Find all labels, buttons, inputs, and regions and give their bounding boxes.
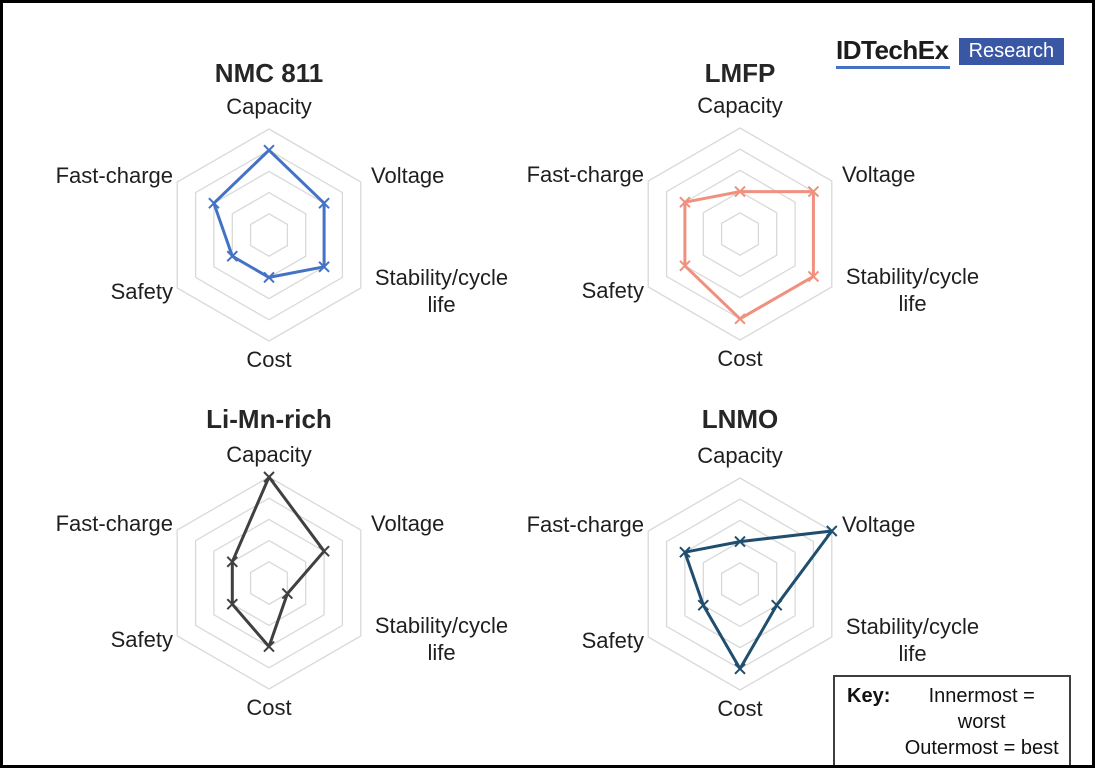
marker-lmfp-stability-cycle-life (807, 270, 820, 283)
marker-li-mn-rich-cost (263, 640, 275, 653)
marker-lnmo-safety (697, 599, 709, 611)
marker-lmfp-cost (734, 313, 746, 325)
marker-lmfp-safety (679, 260, 691, 272)
radar-series-li-mn-rich (230, 475, 326, 649)
axis-label-safety: Safety (581, 278, 644, 303)
research-badge: Research (958, 38, 1065, 65)
marker-nmc-811-stability-cycle-life (318, 261, 330, 273)
marker-li-mn-rich-stability-cycle-life (281, 587, 294, 600)
grid-ring-3 (684, 169, 796, 299)
axis-label-fast-charge: Fast-charge (526, 512, 644, 537)
axis-label-cost: Cost (717, 696, 763, 721)
axis-label-stability-cycle-life: Stability/cycle life (845, 264, 980, 316)
marker-lnmo-fast-charge (679, 546, 691, 558)
axis-label-fast-charge: Fast-charge (55, 511, 173, 536)
axis-label-cost: Cost (246, 695, 292, 720)
grid-ring-1 (720, 562, 760, 606)
axis-label-voltage: Voltage (371, 163, 445, 188)
radar-chart-lmfp (647, 127, 833, 341)
axis-label-stability-cycle-life: Stability/cycle life (374, 265, 509, 317)
chart-title-lmfp: LMFP (704, 58, 776, 88)
key-line-outermost: Outermost = best (904, 737, 1059, 759)
grid-ring-2 (702, 190, 778, 278)
grid-ring-2 (702, 540, 778, 628)
grid-ring-4 (194, 497, 344, 669)
axis-label-voltage: Voltage (371, 511, 445, 536)
marker-lmfp-voltage (807, 185, 820, 198)
key-line-innermost: Innermost = worst (928, 685, 1035, 733)
marker-nmc-811-cost (263, 271, 275, 284)
grid-ring-5 (647, 127, 833, 341)
idtechex-logo: IDTechEx Research (836, 36, 1065, 69)
marker-lmfp-fast-charge (679, 196, 691, 208)
marker-lnmo-voltage (826, 525, 838, 537)
grid-ring-3 (684, 519, 796, 649)
grid-ring-1 (720, 212, 760, 256)
radar-chart-nmc-811 (176, 128, 362, 342)
marker-lnmo-stability-cycle-life (771, 599, 783, 611)
axis-label-capacity: Capacity (226, 94, 312, 119)
axis-label-voltage: Voltage (842, 512, 916, 537)
marker-nmc-811-safety (226, 250, 238, 262)
marker-nmc-811-capacity (263, 144, 275, 156)
grid-ring-5 (176, 476, 362, 690)
marker-li-mn-rich-fast-charge (226, 556, 238, 568)
axis-label-fast-charge: Fast-charge (526, 162, 644, 187)
axis-label-safety: Safety (110, 627, 173, 652)
grid-ring-3 (213, 518, 325, 648)
marker-li-mn-rich-safety (226, 598, 238, 610)
chart-title-li-mn-rich: Li-Mn-rich (206, 404, 332, 434)
key-box-title: Key: (847, 685, 891, 707)
marker-lmfp-capacity (734, 185, 746, 198)
key-box: Key: Innermost = worst Outermost = best (833, 675, 1071, 765)
chart-title-lnmo: LNMO (701, 404, 779, 434)
axis-label-capacity: Capacity (226, 442, 312, 467)
axis-label-cost: Cost (246, 347, 292, 372)
grid-ring-5 (176, 128, 362, 342)
axis-label-cost: Cost (717, 346, 763, 371)
marker-nmc-811-voltage (318, 197, 330, 209)
axis-label-voltage: Voltage (842, 162, 916, 187)
marker-lnmo-capacity (734, 535, 746, 548)
axis-label-capacity: Capacity (697, 93, 783, 118)
marker-nmc-811-fast-charge (208, 197, 220, 209)
radar-chart-li-mn-rich (176, 471, 362, 690)
axis-label-stability-cycle-life: Stability/cycle life (374, 613, 509, 665)
axis-label-stability-cycle-life: Stability/cycle life (845, 614, 980, 666)
key-box-lines: Innermost = worst Outermost = best (902, 683, 1061, 761)
idtechex-wordmark: IDTechEx (836, 36, 950, 69)
grid-ring-1 (249, 561, 289, 605)
grid-ring-4 (665, 148, 815, 320)
grid-ring-1 (249, 213, 289, 257)
axis-label-capacity: Capacity (697, 443, 783, 468)
grid-ring-5 (647, 477, 833, 691)
grid-ring-4 (194, 149, 344, 321)
marker-lnmo-cost (734, 663, 746, 675)
marker-li-mn-rich-capacity (263, 471, 275, 483)
marker-li-mn-rich-voltage (318, 545, 330, 557)
grid-ring-3 (213, 170, 325, 300)
chart-title-nmc-811: NMC 811 (214, 58, 324, 88)
grid-ring-2 (231, 191, 307, 279)
axis-label-fast-charge: Fast-charge (55, 163, 173, 188)
axis-label-safety: Safety (110, 279, 173, 304)
radar-chart-lnmo (647, 477, 838, 691)
axis-label-safety: Safety (581, 628, 644, 653)
